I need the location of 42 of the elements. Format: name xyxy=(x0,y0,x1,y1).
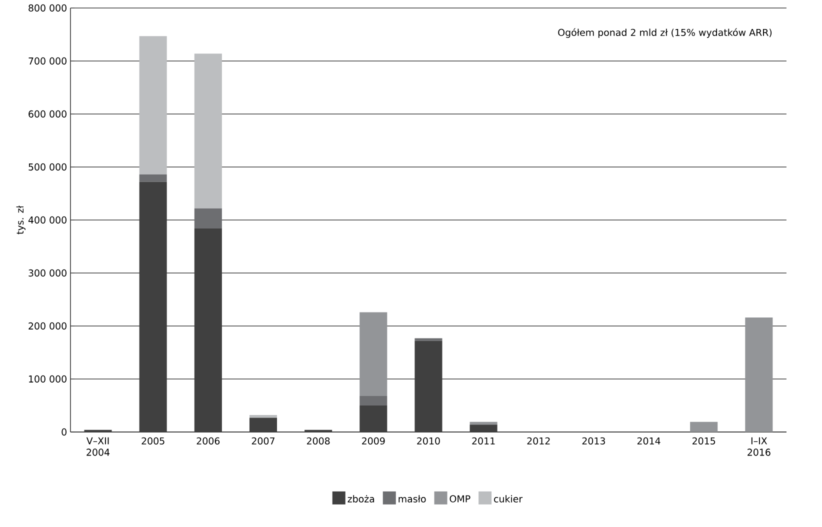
y-tick-label: 200 000 xyxy=(28,322,66,330)
bar xyxy=(470,422,498,425)
y-tick-label: 800 000 xyxy=(28,4,66,12)
bar xyxy=(139,36,167,174)
x-tick-label: 2013 xyxy=(582,437,605,445)
y-tick-label: 700 000 xyxy=(28,57,66,65)
x-tick-label: 2009 xyxy=(362,437,385,445)
legend-label: masło xyxy=(398,495,426,502)
x-tick-label: 2012 xyxy=(527,437,550,445)
x-tick-label: V–XII 2004 xyxy=(86,437,110,456)
bar xyxy=(360,406,388,432)
bar xyxy=(470,424,498,432)
x-tick-label: 2008 xyxy=(306,437,330,445)
x-tick-label: I–IX 2016 xyxy=(748,437,770,456)
y-axis-title: tys. zł xyxy=(16,206,26,234)
bar xyxy=(745,318,773,432)
bar xyxy=(690,422,718,432)
x-tick-label: 2015 xyxy=(692,437,716,445)
y-tick-label: 100 000 xyxy=(29,375,66,383)
x-tick-label: 2010 xyxy=(417,437,440,445)
annotation: Ogółem ponad 2 mld zł (15% wydatków ARR) xyxy=(558,28,772,38)
bar xyxy=(249,415,278,418)
bar xyxy=(360,312,388,396)
legend-label: cukier xyxy=(494,495,523,502)
bar xyxy=(139,174,167,182)
x-tick-label: 2014 xyxy=(637,437,660,445)
bar xyxy=(249,418,278,432)
bar xyxy=(194,54,222,208)
legend-label: OMP xyxy=(450,495,470,502)
y-tick-label: 600 000 xyxy=(28,110,66,118)
bar xyxy=(194,208,222,228)
y-tick-label: 0 xyxy=(62,428,66,436)
legend-label: zboża xyxy=(348,495,374,502)
y-tick-label: 400 000 xyxy=(28,216,66,224)
y-tick-label: 500 000 xyxy=(28,163,66,171)
y-tick-label: 300 000 xyxy=(28,269,66,277)
x-tick-label: 2006 xyxy=(196,437,220,445)
x-tick-label: 2007 xyxy=(252,437,274,445)
x-tick-label: 2005 xyxy=(142,437,164,445)
bar xyxy=(360,396,388,406)
bar xyxy=(414,338,442,341)
x-tick-label: 2011 xyxy=(472,437,495,445)
